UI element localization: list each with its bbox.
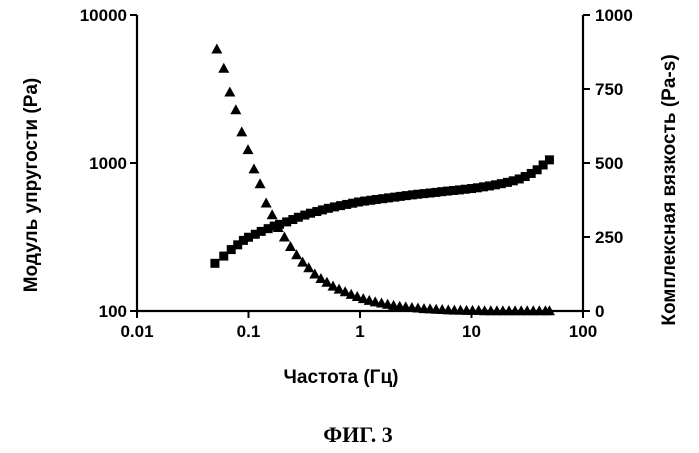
complex-viscosity-point	[236, 126, 247, 136]
x-tick-label: 0.01	[120, 322, 153, 341]
storage-modulus-point	[210, 259, 219, 268]
x-tick-label: 1	[355, 322, 364, 341]
y-left-tick-label: 1000	[89, 154, 127, 173]
y-right-tick-label: 1000	[595, 6, 633, 25]
complex-viscosity-point	[255, 178, 266, 188]
complex-viscosity-point	[224, 86, 235, 96]
y-right-axis-title: Комплексная вязкость (Pa-s)	[659, 54, 680, 325]
x-tick-label: 100	[569, 322, 597, 341]
y-right-tick-label: 0	[595, 302, 604, 321]
y-left-tick-label: 10000	[80, 6, 127, 25]
y-right-tick-label: 250	[595, 228, 623, 247]
storage-modulus-point	[545, 155, 554, 164]
x-tick-label: 10	[462, 322, 481, 341]
ticks: 0.01 0.1 1 10 100 100 1000 10000 0 250 500 750 1000	[80, 6, 633, 341]
figure-caption: ФИГ. 3	[323, 422, 393, 447]
complex-viscosity-point	[218, 63, 229, 73]
axes	[137, 15, 583, 311]
complex-viscosity-point	[211, 44, 222, 54]
complex-viscosity-point	[279, 232, 290, 242]
complex-viscosity-point	[248, 163, 259, 173]
y-right-tick-label: 500	[595, 154, 623, 173]
complex-viscosity-point	[230, 104, 241, 114]
complex-viscosity-point	[285, 241, 296, 251]
complex-viscosity-point	[261, 197, 272, 207]
y-right-tick-label: 750	[595, 80, 623, 99]
data-marks	[210, 44, 555, 316]
complex-viscosity-point	[243, 144, 254, 154]
y-left-axis-title: Модуль упругости (Pa)	[21, 78, 42, 293]
x-tick-label: 0.1	[237, 322, 261, 341]
complex-viscosity-point	[267, 209, 278, 219]
x-axis-title: Частота (Гц)	[284, 367, 399, 388]
y-left-tick-label: 100	[99, 302, 127, 321]
